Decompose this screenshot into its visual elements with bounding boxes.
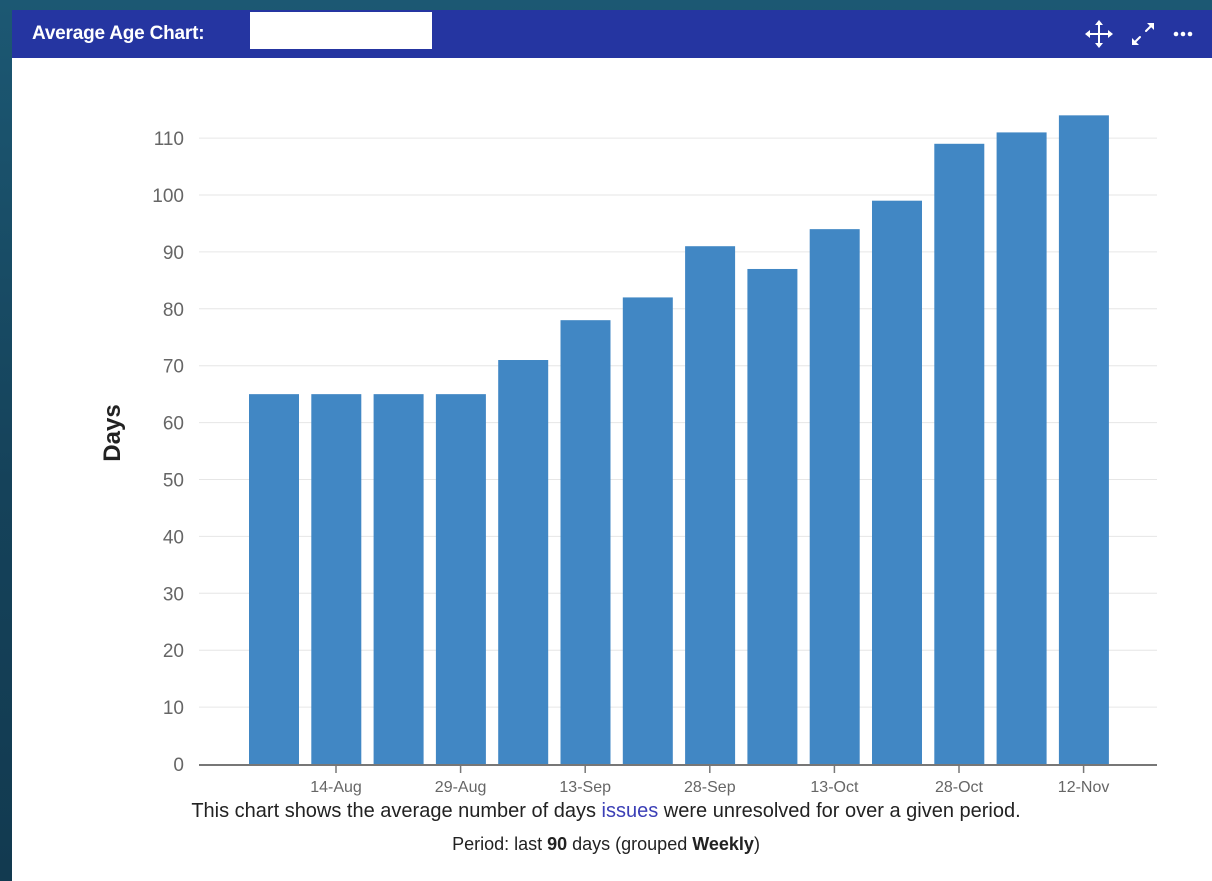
expand-icon[interactable] bbox=[1128, 19, 1158, 49]
period-text-after: ) bbox=[753, 834, 760, 854]
bar bbox=[373, 394, 424, 764]
bar bbox=[311, 394, 362, 764]
x-tick-label: 12-Nov bbox=[1058, 779, 1110, 796]
bar bbox=[1058, 115, 1109, 765]
x-tick-label: 13-Sep bbox=[559, 779, 611, 796]
bar bbox=[747, 268, 798, 764]
y-tick-label: 90 bbox=[163, 243, 184, 264]
average-age-chart: 0 10 20 30 40 50 60 70 80 90 100 110 14-Aug 29-Aug 13-… bbox=[99, 115, 1157, 796]
bar bbox=[872, 200, 922, 764]
x-tick-label: 28-Oct bbox=[935, 779, 984, 796]
x-tick-label: 13-Oct bbox=[810, 779, 859, 796]
chart-description: This chart shows the average number of d… bbox=[0, 800, 1212, 823]
gadget-header: Average Age Chart: bbox=[12, 10, 1212, 58]
period-text-before: Period: last bbox=[452, 834, 548, 854]
chart-period: Period: last 90 days (grouped Weekly) bbox=[0, 834, 1212, 855]
x-tick-label: 28-Sep bbox=[684, 779, 736, 796]
period-grouping: Weekly bbox=[692, 834, 754, 854]
gadget-title: Average Age Chart: bbox=[32, 23, 205, 44]
y-tick-label: 10 bbox=[163, 698, 184, 719]
description-text-after: were unresolved for over a given period. bbox=[658, 800, 1021, 822]
y-axis-label: Days bbox=[99, 404, 126, 461]
period-days: 90 bbox=[547, 834, 568, 854]
bar bbox=[996, 132, 1047, 764]
y-tick-label: 40 bbox=[163, 527, 184, 548]
x-tick-label: 29-Aug bbox=[435, 779, 487, 796]
bar bbox=[249, 394, 299, 764]
move-icon[interactable] bbox=[1084, 19, 1114, 49]
y-tick-label: 100 bbox=[152, 186, 184, 207]
bar bbox=[685, 246, 736, 764]
bar bbox=[435, 394, 486, 764]
bar bbox=[622, 297, 673, 764]
bar bbox=[934, 143, 985, 764]
y-tick-label: 30 bbox=[163, 584, 184, 605]
y-tick-label: 50 bbox=[163, 471, 184, 492]
x-tick-label: 14-Aug bbox=[310, 779, 362, 796]
description-text-before: This chart shows the average number of d… bbox=[191, 800, 602, 822]
gadget-title-field bbox=[250, 12, 432, 49]
y-tick-label: 80 bbox=[163, 300, 184, 321]
y-tick-label: 0 bbox=[173, 755, 184, 776]
issues-link[interactable]: issues bbox=[601, 800, 659, 822]
average-age-gadget: Average Age Chart: bbox=[12, 10, 1212, 881]
more-icon[interactable] bbox=[1168, 19, 1198, 49]
bar bbox=[560, 320, 611, 764]
bar bbox=[809, 229, 860, 764]
period-text-middle: days (grouped bbox=[567, 834, 693, 854]
y-tick-label: 20 bbox=[163, 641, 184, 662]
y-tick-label: 110 bbox=[154, 129, 184, 150]
y-tick-label: 70 bbox=[163, 357, 184, 378]
bar bbox=[498, 360, 549, 764]
y-tick-label: 60 bbox=[163, 414, 184, 435]
